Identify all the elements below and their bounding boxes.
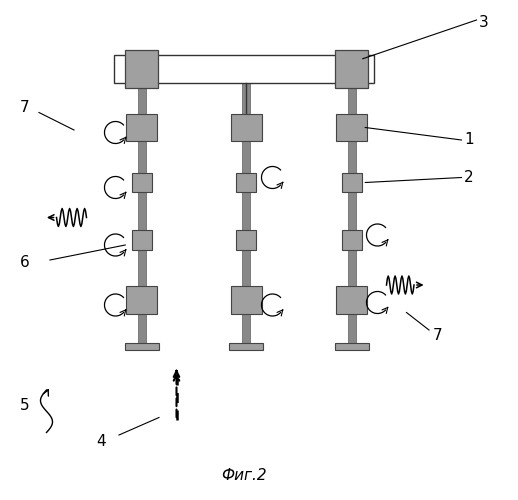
Bar <box>336 114 367 141</box>
Bar <box>237 230 256 250</box>
Text: 5: 5 <box>20 398 30 412</box>
Bar <box>114 55 374 82</box>
Bar <box>242 82 251 342</box>
Bar <box>231 114 262 141</box>
Bar <box>126 286 157 314</box>
Bar <box>335 50 368 88</box>
Text: 6: 6 <box>20 255 30 270</box>
Text: 3: 3 <box>479 15 489 30</box>
Bar <box>237 173 256 192</box>
Bar <box>335 342 368 350</box>
Text: 1: 1 <box>464 132 473 148</box>
Bar <box>137 82 146 342</box>
Text: 2: 2 <box>464 170 473 185</box>
Bar <box>124 342 159 350</box>
Bar <box>229 342 264 350</box>
Bar <box>348 82 355 342</box>
Bar <box>126 114 157 141</box>
Bar <box>125 50 158 88</box>
Text: 4: 4 <box>96 434 106 448</box>
Bar <box>132 173 151 192</box>
Bar <box>341 230 362 250</box>
Text: 7: 7 <box>433 328 442 342</box>
Bar <box>231 286 262 314</box>
Bar <box>132 230 151 250</box>
Bar <box>341 173 362 192</box>
Bar <box>336 286 367 314</box>
Text: Фиг.2: Фиг.2 <box>221 468 267 483</box>
Text: 7: 7 <box>20 100 30 116</box>
